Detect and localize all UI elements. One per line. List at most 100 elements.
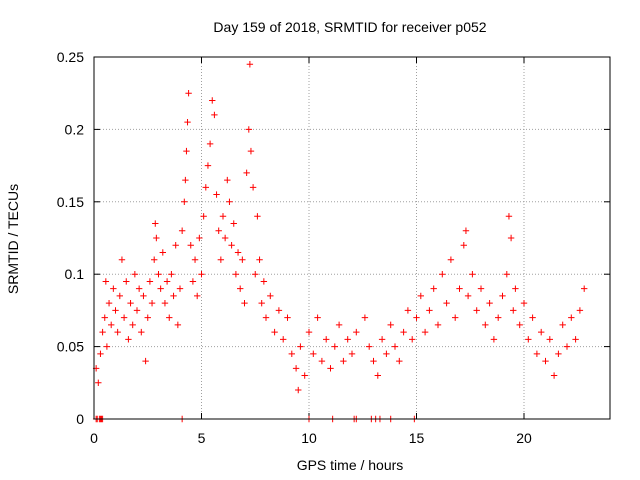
data-point [144, 314, 151, 321]
data-point [396, 357, 403, 365]
data-point [413, 314, 420, 321]
data-point [97, 350, 104, 358]
data-point [184, 118, 191, 126]
data-point [391, 343, 399, 350]
data-point [499, 292, 506, 300]
data-point [232, 271, 240, 278]
data-points [92, 61, 588, 423]
data-point [172, 242, 179, 249]
data-point [581, 285, 588, 292]
data-point [297, 343, 304, 350]
y-axis-label: SRMTID / TECUs [5, 184, 21, 294]
data-point [340, 357, 347, 365]
data-point [101, 314, 108, 321]
data-point [191, 256, 199, 263]
data-point [187, 242, 194, 249]
data-point [383, 350, 390, 358]
data-point [110, 285, 117, 292]
data-point [510, 307, 517, 314]
data-point [246, 61, 254, 68]
x-tick-label: 5 [198, 430, 206, 446]
data-point [538, 328, 545, 336]
data-point [170, 292, 177, 300]
grid [94, 57, 610, 419]
data-point [314, 314, 321, 321]
data-point [559, 321, 566, 329]
data-point [105, 299, 113, 307]
data-point [103, 343, 111, 350]
data-point [426, 307, 433, 314]
data-point [166, 314, 173, 321]
data-point [125, 336, 132, 343]
data-point [174, 321, 182, 329]
data-point [157, 285, 164, 292]
data-point [237, 285, 244, 292]
data-point [550, 372, 558, 379]
data-point [434, 321, 442, 329]
data-point [249, 184, 257, 191]
data-point [495, 314, 502, 321]
data-point [151, 256, 158, 263]
chart-title: Day 159 of 2018, SRMTID for receiver p05… [213, 19, 486, 35]
data-point [102, 278, 110, 285]
data-point [525, 336, 532, 343]
x-tick-label: 10 [301, 430, 317, 446]
data-point [211, 111, 218, 119]
data-point [204, 162, 212, 169]
data-point [200, 213, 207, 220]
data-point [576, 307, 584, 314]
data-point [456, 285, 463, 292]
data-point [256, 256, 263, 263]
data-point [305, 328, 313, 336]
data-point [546, 336, 553, 343]
data-point [196, 234, 203, 242]
data-point [120, 314, 128, 321]
data-point [182, 176, 189, 184]
data-point [378, 336, 386, 343]
data-point [275, 307, 283, 314]
data-point [209, 97, 216, 104]
data-point [430, 285, 437, 292]
data-point [568, 314, 575, 321]
data-point [133, 307, 141, 314]
data-point [370, 357, 377, 365]
data-point [331, 343, 338, 350]
data-point [507, 234, 515, 242]
data-point [295, 386, 302, 394]
data-point [99, 328, 106, 336]
data-point [258, 299, 265, 307]
data-point [520, 299, 528, 307]
data-point [226, 198, 233, 205]
data-point [159, 249, 166, 256]
data-point [254, 213, 261, 220]
data-point [252, 271, 259, 278]
tick-labels: 0 5 10 15 20 0 0.05 0.1 0.15 0.2 0.25 [57, 49, 532, 446]
data-point [417, 292, 424, 300]
data-point [374, 372, 381, 379]
data-point [243, 169, 250, 177]
data-point [327, 365, 334, 372]
data-point [146, 278, 154, 285]
x-tick-label: 15 [409, 430, 425, 446]
data-point [262, 314, 270, 321]
data-point [221, 234, 229, 242]
data-point [148, 299, 156, 307]
data-point [138, 328, 145, 336]
data-point [239, 256, 246, 263]
data-point [163, 278, 171, 285]
data-point [555, 350, 562, 358]
data-point [202, 184, 209, 191]
data-point [284, 314, 291, 321]
data-point [140, 292, 147, 300]
data-point [400, 328, 407, 336]
data-point [572, 336, 579, 343]
data-point [234, 249, 242, 256]
data-point [310, 350, 317, 358]
data-point [462, 227, 470, 234]
data-point [477, 285, 485, 292]
x-tick-label: 20 [516, 430, 532, 446]
data-point [219, 213, 227, 220]
data-point [529, 314, 536, 321]
data-point [112, 307, 119, 314]
